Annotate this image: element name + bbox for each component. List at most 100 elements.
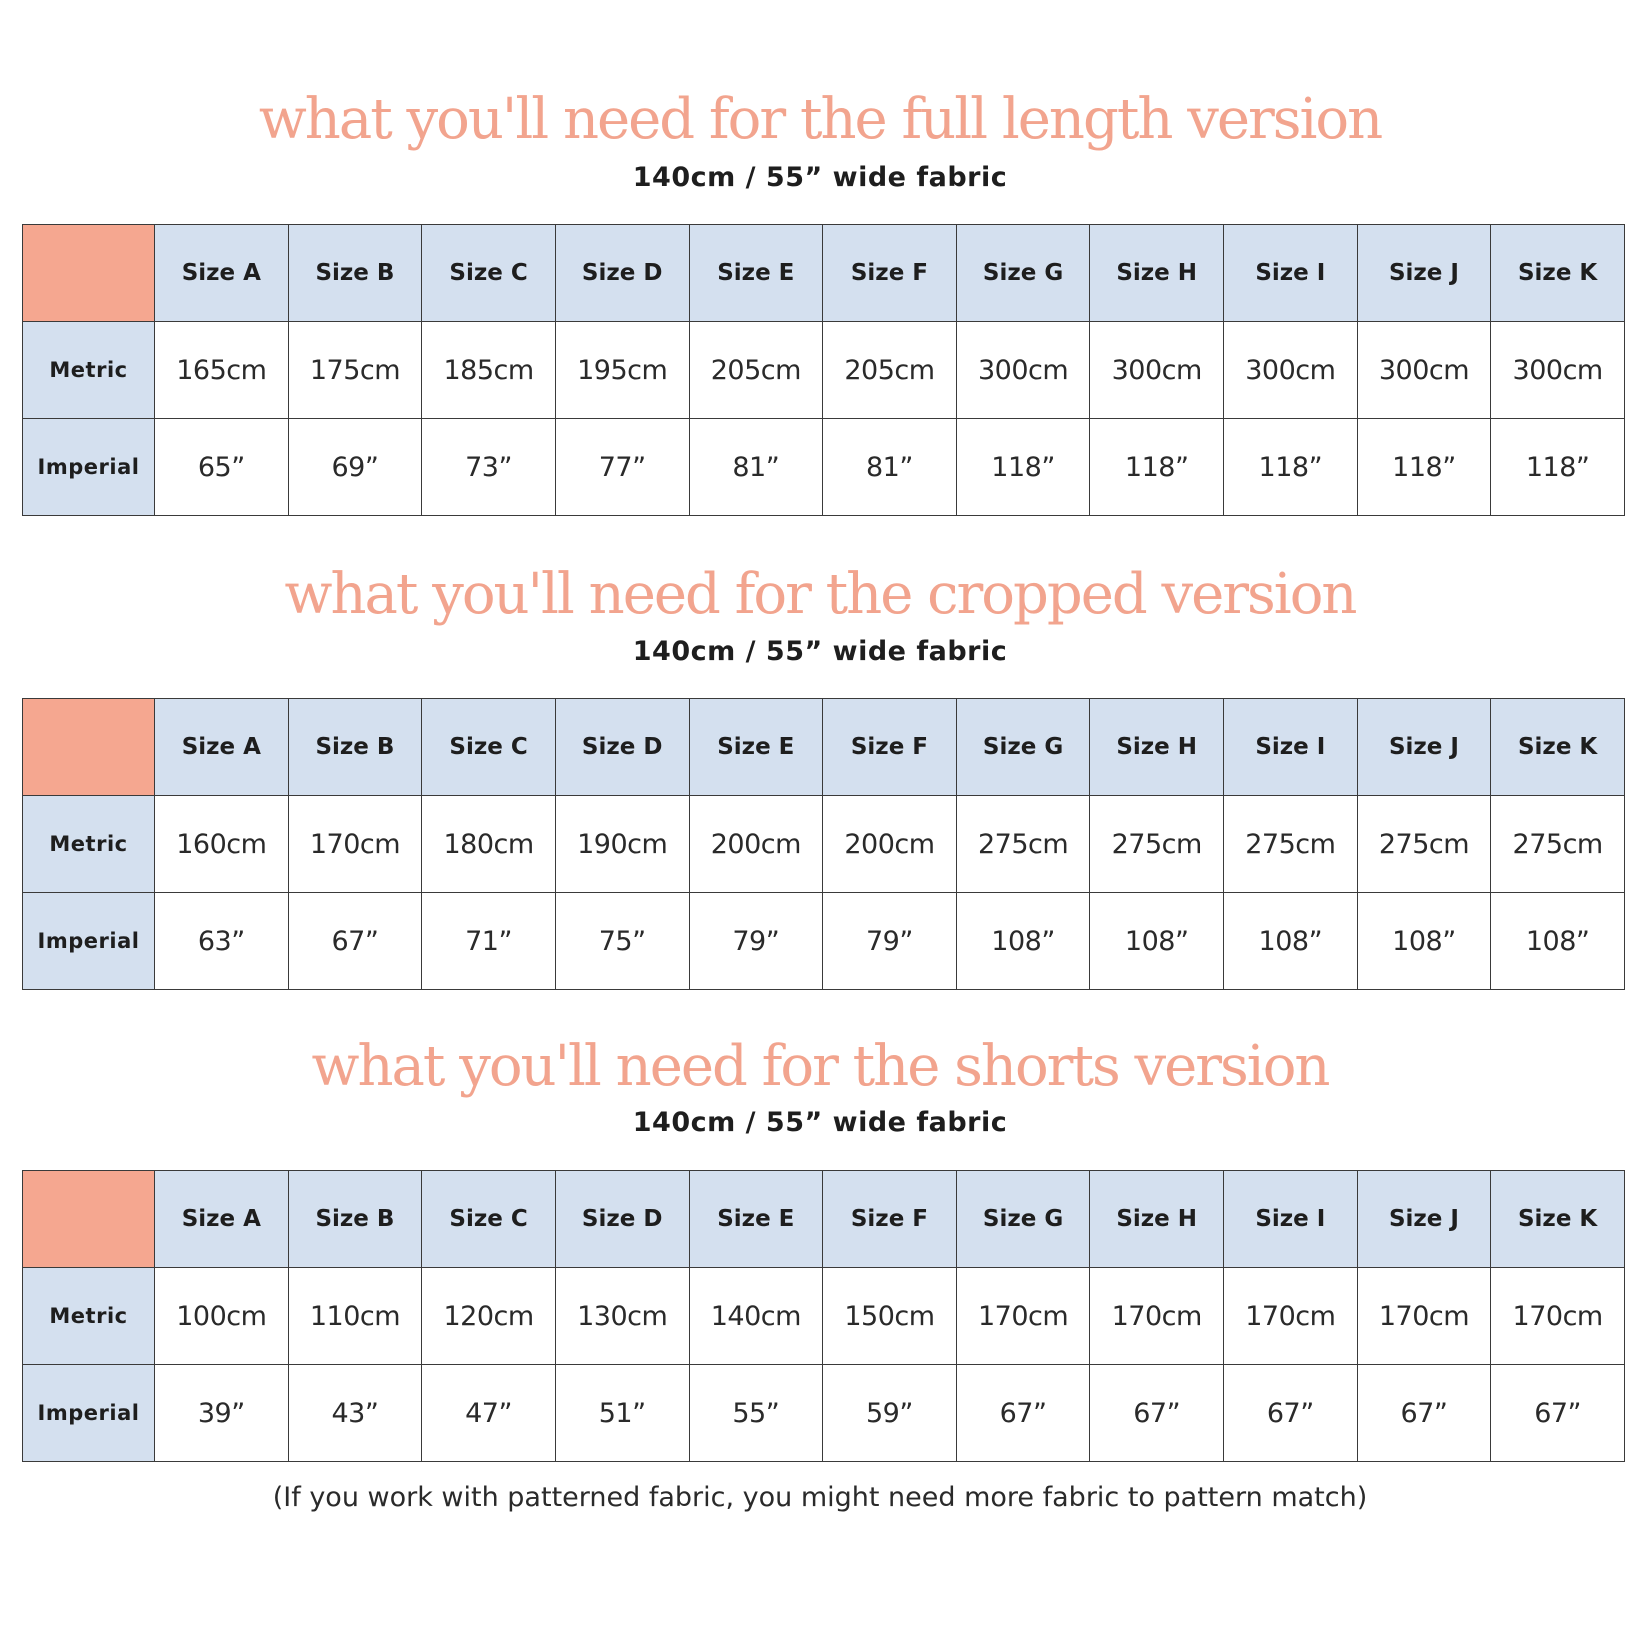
imperial-value-cell: 67” [287, 892, 423, 990]
metric-value-cell: 195cm [554, 321, 690, 419]
imperial-value-cell: 55” [688, 1364, 824, 1462]
imperial-value-cell: 118” [1089, 418, 1224, 516]
size-header-cell: Size K [1490, 1170, 1625, 1268]
size-header-cell: Size B [287, 1170, 423, 1268]
size-header-cell: Size H [1089, 1170, 1224, 1268]
imperial-value-cell: 47” [421, 1364, 556, 1462]
imperial-value-cell: 69” [287, 418, 423, 516]
size-header-cell: Size J [1356, 1170, 1492, 1268]
section-subtitle: 140cm / 55” wide fabric [632, 1107, 1008, 1138]
metric-value-cell: 170cm [1089, 1267, 1224, 1365]
metric-value-cell: 130cm [554, 1267, 690, 1365]
imperial-value-cell: 75” [554, 892, 690, 990]
size-header-cell: Size G [955, 224, 1091, 322]
size-header-cell: Size B [287, 224, 423, 322]
size-header-cell: Size A [154, 698, 289, 796]
corner-cell [22, 698, 155, 796]
size-header-cell: Size J [1356, 698, 1492, 796]
metric-value-cell: 300cm [955, 321, 1091, 419]
metric-value-cell: 200cm [822, 795, 957, 893]
metric-value-cell: 300cm [1356, 321, 1492, 419]
header-row: Size A Size B Size C Size D Size E Size F Size… [22, 1170, 1625, 1268]
metric-value-cell: 200cm [688, 795, 824, 893]
size-header-cell: Size D [554, 224, 690, 322]
size-header-cell: Size E [688, 224, 824, 322]
fabric-table: Size A Size B Size C Size D Size E Size F Size… [22, 1170, 1625, 1462]
metric-label: Metric [22, 321, 155, 419]
size-header-cell: Size B [287, 698, 423, 796]
metric-value-cell: 140cm [688, 1267, 824, 1365]
size-header-cell: Size D [554, 1170, 690, 1268]
imperial-value-cell: 77” [554, 418, 690, 516]
imperial-value-cell: 51” [554, 1364, 690, 1462]
metric-value-cell: 180cm [421, 795, 556, 893]
imperial-value-cell: 81” [822, 418, 957, 516]
metric-row: Metric 165cm 175cm 185cm 195cm 205cm 205cm 300c… [22, 321, 1625, 419]
imperial-value-cell: 108” [1490, 892, 1625, 990]
imperial-value-cell: 67” [1089, 1364, 1224, 1462]
metric-value-cell: 175cm [287, 321, 423, 419]
imperial-value-cell: 39” [154, 1364, 289, 1462]
size-header-cell: Size G [955, 698, 1091, 796]
section-subtitle: 140cm / 55” wide fabric [632, 162, 1008, 193]
metric-value-cell: 205cm [822, 321, 957, 419]
imperial-value-cell: 118” [1490, 418, 1625, 516]
metric-value-cell: 275cm [955, 795, 1091, 893]
metric-value-cell: 160cm [154, 795, 289, 893]
metric-value-cell: 275cm [1356, 795, 1492, 893]
size-header-cell: Size I [1223, 1170, 1358, 1268]
fabric-table: Size A Size B Size C Size D Size E Size F Size… [22, 698, 1625, 990]
imperial-value-cell: 118” [1356, 418, 1492, 516]
section-subtitle: 140cm / 55” wide fabric [632, 636, 1008, 667]
section-title: what you'll need for the cropped version [284, 562, 1358, 627]
section-title: what you'll need for the shorts version [311, 1034, 1331, 1099]
imperial-value-cell: 63” [154, 892, 289, 990]
imperial-value-cell: 73” [421, 418, 556, 516]
metric-row: Metric 160cm 170cm 180cm 190cm 200cm 200cm 275c… [22, 795, 1625, 893]
metric-value-cell: 170cm [287, 795, 423, 893]
size-header-cell: Size H [1089, 224, 1224, 322]
size-header-cell: Size I [1223, 698, 1358, 796]
imperial-row: Imperial 65” 69” 73” 77” 81” 81” 118” 118” 118” 11… [22, 418, 1625, 516]
size-header-cell: Size A [154, 224, 289, 322]
metric-value-cell: 120cm [421, 1267, 556, 1365]
header-row: Size A Size B Size C Size D Size E Size F Size… [22, 224, 1625, 322]
imperial-row: Imperial 63” 67” 71” 75” 79” 79” 108” 108” 108” 10… [22, 892, 1625, 990]
metric-label: Metric [22, 795, 155, 893]
corner-cell [22, 224, 155, 322]
size-header-cell: Size E [688, 698, 824, 796]
size-header-cell: Size J [1356, 224, 1492, 322]
metric-label: Metric [22, 1267, 155, 1365]
metric-value-cell: 275cm [1089, 795, 1224, 893]
size-header-cell: Size C [421, 224, 556, 322]
metric-value-cell: 170cm [1223, 1267, 1358, 1365]
size-header-cell: Size F [822, 698, 957, 796]
metric-row: Metric 100cm 110cm 120cm 130cm 140cm 150cm 170c… [22, 1267, 1625, 1365]
size-header-cell: Size H [1089, 698, 1224, 796]
metric-value-cell: 100cm [154, 1267, 289, 1365]
size-header-cell: Size G [955, 1170, 1091, 1268]
imperial-value-cell: 67” [1223, 1364, 1358, 1462]
imperial-value-cell: 65” [154, 418, 289, 516]
imperial-value-cell: 67” [955, 1364, 1091, 1462]
imperial-value-cell: 79” [822, 892, 957, 990]
metric-value-cell: 300cm [1490, 321, 1625, 419]
size-header-cell: Size F [822, 224, 957, 322]
imperial-value-cell: 108” [1223, 892, 1358, 990]
size-header-cell: Size F [822, 1170, 957, 1268]
metric-value-cell: 185cm [421, 321, 556, 419]
imperial-value-cell: 118” [955, 418, 1091, 516]
imperial-value-cell: 118” [1223, 418, 1358, 516]
header-row: Size A Size B Size C Size D Size E Size F Size… [22, 698, 1625, 796]
imperial-value-cell: 79” [688, 892, 824, 990]
section-title: what you'll need for the full length ver… [258, 87, 1383, 152]
size-header-cell: Size C [421, 698, 556, 796]
size-header-cell: Size I [1223, 224, 1358, 322]
imperial-value-cell: 59” [822, 1364, 957, 1462]
imperial-value-cell: 43” [287, 1364, 423, 1462]
pattern-footnote: (If you work with patterned fabric, you … [272, 1482, 1368, 1513]
metric-value-cell: 170cm [1490, 1267, 1625, 1365]
metric-value-cell: 190cm [554, 795, 690, 893]
size-header-cell: Size D [554, 698, 690, 796]
imperial-value-cell: 108” [1089, 892, 1224, 990]
